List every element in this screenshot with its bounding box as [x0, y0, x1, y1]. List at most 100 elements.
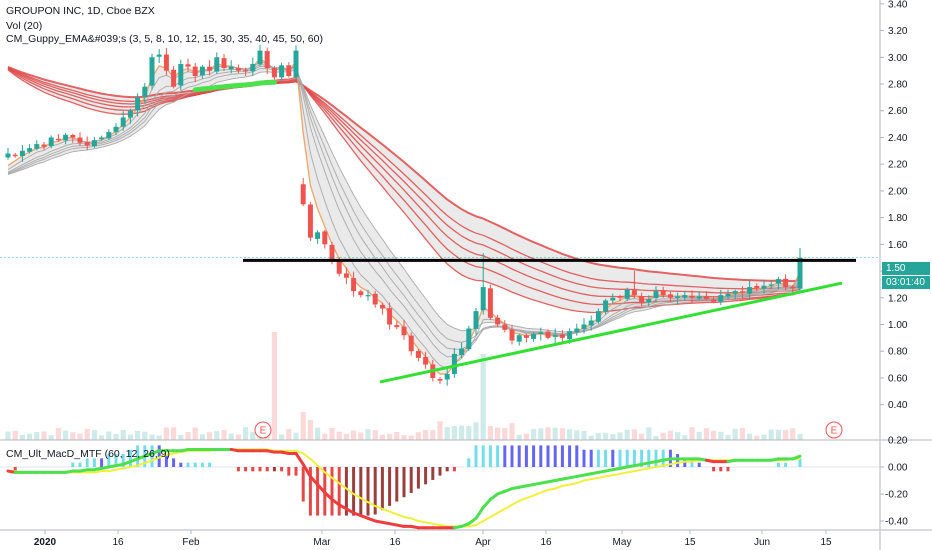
- candle-body: [516, 335, 522, 342]
- volume-legend[interactable]: Vol (20): [6, 20, 43, 32]
- macd-line-segment: [474, 506, 485, 520]
- candle-body: [293, 50, 299, 78]
- macd-line-segment: [308, 474, 320, 487]
- candle-body: [574, 328, 580, 333]
- volume-bar: [12, 430, 18, 440]
- candle-body: [91, 140, 97, 147]
- macd-line-segment: [481, 497, 492, 509]
- candle-body: [473, 311, 479, 329]
- last-price-badge: 1.50: [882, 262, 930, 275]
- candle-body: [41, 144, 47, 147]
- volume-bar: [214, 431, 220, 440]
- volume-bar: [63, 430, 69, 440]
- candle-body: [696, 296, 702, 299]
- volume-bar: [437, 421, 443, 440]
- candle-body: [365, 295, 371, 297]
- volume-bar: [451, 426, 457, 440]
- volume-bar: [185, 432, 191, 440]
- time-tick-label: Jun: [754, 537, 770, 548]
- time-tick-label: Mar: [313, 537, 331, 548]
- macd-line-segment: [323, 491, 334, 501]
- candle-body: [646, 299, 652, 303]
- volume-bar: [732, 428, 738, 440]
- volume-bar: [322, 433, 328, 440]
- candle-body: [63, 134, 69, 141]
- candle-body: [559, 334, 565, 338]
- volume-bar: [41, 431, 47, 440]
- candle-body: [5, 153, 11, 158]
- candle-body: [718, 295, 724, 302]
- volume-bar: [783, 430, 789, 440]
- candle-body: [451, 353, 457, 375]
- macd-tick-label: -0.20: [885, 490, 908, 501]
- countdown-badge: 03:01:40: [882, 276, 930, 289]
- candle-body: [178, 63, 184, 86]
- price-tick-label: 2.80: [888, 80, 908, 91]
- volume-bar: [394, 431, 400, 440]
- candle-body: [322, 231, 328, 245]
- price-tick-label: 3.20: [888, 26, 908, 37]
- volume-bar: [797, 433, 803, 440]
- volume-bar: [351, 430, 357, 440]
- candle-body: [221, 58, 227, 68]
- candle-body: [207, 66, 213, 71]
- macd-line-segment: [316, 483, 327, 495]
- candle-body: [379, 304, 385, 309]
- volume-bar: [286, 429, 292, 440]
- time-tick-label: 16: [112, 537, 124, 548]
- candle-body: [732, 291, 738, 294]
- price-tick-label: 0.60: [888, 373, 908, 384]
- volume-bar: [718, 431, 724, 440]
- volume-bar: [315, 427, 321, 440]
- macd-line-segment: [294, 452, 305, 466]
- candle-body: [660, 290, 666, 296]
- volume-bar: [199, 434, 205, 440]
- time-tick-label: 15: [684, 537, 696, 548]
- volume-bar: [135, 430, 141, 440]
- earnings-marker-label: E: [260, 426, 267, 437]
- candle-body: [768, 284, 774, 286]
- candle-body: [631, 290, 637, 296]
- volume-bar: [768, 429, 774, 440]
- volume-bar: [99, 435, 105, 440]
- candle-body: [279, 65, 285, 78]
- volume-bar: [91, 430, 97, 440]
- earnings-marker-circle: [254, 421, 272, 439]
- candle-body: [271, 67, 277, 78]
- candle-body: [747, 287, 753, 294]
- macd-legend[interactable]: CM_Ult_MacD_MTF (60, 12, 26, 9): [6, 448, 170, 460]
- candle-body: [595, 311, 601, 322]
- volume-bar: [567, 429, 573, 440]
- price-tick-label: 0.40: [888, 400, 908, 411]
- candle-body: [466, 328, 472, 350]
- candle-body: [163, 54, 169, 71]
- candle-body: [286, 65, 292, 77]
- volume-bar: [523, 433, 529, 440]
- price-tick-label: 1.20: [888, 293, 908, 304]
- price-axis[interactable]: 0.400.600.801.001.201.401.601.802.002.20…: [880, 0, 908, 528]
- symbol-legend[interactable]: GROUPON INC, 1D, Cboe BZX: [6, 5, 155, 17]
- price-tick-label: 3.00: [888, 53, 908, 64]
- guppy-legend[interactable]: CM_Guppy_EMA&#039;s (3, 5, 8, 10, 12, 15…: [6, 33, 323, 45]
- macd-line-segment: [791, 454, 802, 461]
- long-ema-line: [7, 65, 801, 283]
- time-axis[interactable]: 2020 16 Feb Mar 16 Apr 16 May 15 Jun 15: [34, 530, 832, 548]
- volume-bar: [221, 429, 227, 440]
- volume-bar: [646, 427, 652, 440]
- volume-bar: [754, 435, 760, 440]
- candle-body: [336, 261, 342, 274]
- volume-bar: [70, 432, 76, 440]
- volume-bar: [293, 432, 299, 440]
- short-ema-line: [7, 66, 801, 343]
- candle-body: [142, 86, 148, 97]
- price-tick-label: 2.20: [888, 160, 908, 171]
- volume-bar: [667, 430, 673, 440]
- macd-tick-label: 0.20: [888, 436, 908, 447]
- candle-body: [682, 295, 688, 298]
- bullish-ema-segment: [192, 79, 277, 93]
- volume-bar: [603, 432, 609, 440]
- candle-body: [192, 66, 198, 77]
- candle-body: [329, 244, 335, 262]
